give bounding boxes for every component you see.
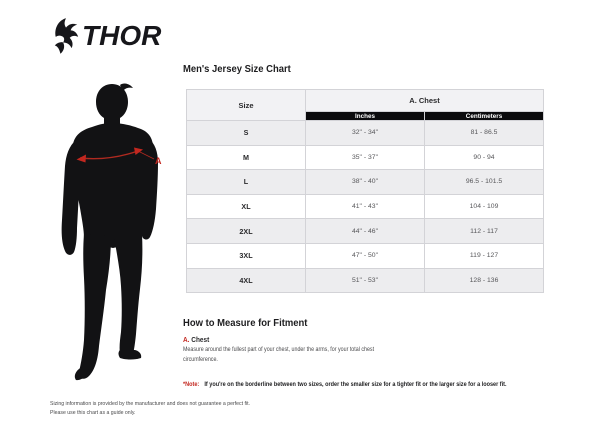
measure-description: Measure around the fullest part of your … xyxy=(183,346,375,363)
size-cell: S xyxy=(186,120,306,146)
note-text: If you're on the borderline between two … xyxy=(204,381,507,388)
table-row: XL 41" - 43" 104 - 109 xyxy=(186,193,545,220)
body-silhouette xyxy=(61,83,158,381)
measurement-point-label: A xyxy=(155,156,162,166)
male-silhouette-figure: A xyxy=(61,83,162,381)
inches-cell: 44" - 46" xyxy=(305,218,425,244)
brand-wordmark: THOR xyxy=(82,20,162,51)
centimeters-cell: 104 - 109 xyxy=(423,193,545,220)
inches-cell: 32" - 34" xyxy=(305,120,425,146)
note-label: *Note: xyxy=(183,381,200,388)
table-row: 4XL 51" - 53" 128 - 136 xyxy=(186,267,545,294)
measure-key: A. xyxy=(183,335,190,344)
table-header-row: Size A. Chest xyxy=(186,89,545,121)
column-header-size: Size xyxy=(186,89,306,121)
measure-name: Chest xyxy=(191,335,210,344)
table-units-row: Inches Centimeters xyxy=(187,111,545,121)
size-cell: M xyxy=(186,144,306,171)
disclaimer: Sizing information is provided by the ma… xyxy=(50,400,250,419)
column-header-inches: Inches xyxy=(305,111,425,121)
size-cell: 4XL xyxy=(186,267,306,294)
table-row: M 35" - 37" 90 - 94 xyxy=(186,144,545,171)
brand-logo: THOR xyxy=(52,16,161,56)
centimeters-cell: 90 - 94 xyxy=(423,144,545,171)
table-row: 3XL 47" - 50" 119 - 127 xyxy=(186,242,545,269)
chest-measurement-arrow xyxy=(76,147,155,163)
measure-label: A. Chest xyxy=(183,335,209,344)
size-cell: 3XL xyxy=(186,242,306,269)
table-row: S 32" - 34" 81 - 86.5 xyxy=(186,120,545,146)
size-cell: 2XL xyxy=(186,218,306,244)
inches-cell: 38" - 40" xyxy=(305,169,425,195)
table-row: L 38" - 40" 96.5 - 101.5 xyxy=(186,169,545,195)
inches-cell: 35" - 37" xyxy=(305,144,425,171)
centimeters-cell: 81 - 86.5 xyxy=(423,120,545,146)
size-cell: L xyxy=(186,169,306,195)
size-cell: XL xyxy=(186,193,306,220)
sizing-note: *Note: If you're on the borderline betwee… xyxy=(183,381,507,388)
column-header-centimeters: Centimeters xyxy=(423,111,545,121)
page-title: Men's Jersey Size Chart xyxy=(183,63,291,75)
column-header-chest-group: A. Chest xyxy=(304,89,545,112)
howto-heading: How to Measure for Fitment xyxy=(183,317,308,329)
size-chart-table: Size A. Chest Inches Centimeters S 32" -… xyxy=(186,89,545,294)
inches-cell: 41" - 43" xyxy=(305,193,425,220)
centimeters-cell: 96.5 - 101.5 xyxy=(423,169,545,195)
thor-goat-head-icon xyxy=(54,18,79,54)
centimeters-cell: 128 - 136 xyxy=(423,267,545,294)
centimeters-cell: 112 - 117 xyxy=(423,218,545,244)
disclaimer-line-1: Sizing information is provided by the ma… xyxy=(50,401,250,407)
centimeters-cell: 119 - 127 xyxy=(423,242,545,269)
inches-cell: 51" - 53" xyxy=(305,267,425,294)
inches-cell: 47" - 50" xyxy=(305,242,425,269)
disclaimer-line-2: Please use this chart as a guide only. xyxy=(50,410,136,417)
table-row: 2XL 44" - 46" 112 - 117 xyxy=(186,218,545,244)
